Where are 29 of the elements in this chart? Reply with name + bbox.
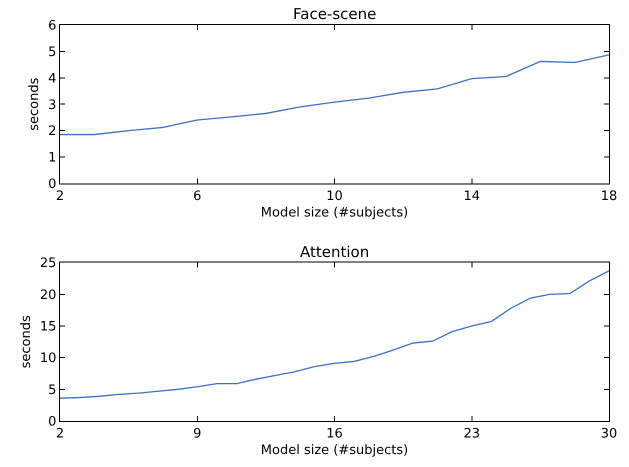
y-tick-label: 2 (48, 124, 56, 140)
x-tick-label: 10 (326, 189, 343, 204)
x-axis-title: Model size (#subjects) (260, 206, 408, 221)
y-tick-label: 0 (48, 176, 56, 192)
chart-title: Attention (300, 243, 370, 261)
x-tick-label: 16 (326, 426, 343, 442)
x-tick-label: 23 (463, 426, 480, 442)
y-tick-label: 5 (48, 44, 56, 60)
y-tick-label: 20 (40, 288, 56, 303)
line-series (60, 54, 609, 136)
x-tick-label: 6 (193, 189, 202, 204)
y-tick-label: 25 (40, 256, 56, 272)
y-tick-label: 3 (48, 98, 56, 113)
y-tick-label: 4 (48, 71, 56, 86)
y-tick-label: 0 (48, 414, 56, 430)
x-axis-title: Model size (#subjects) (260, 443, 408, 458)
y-tick-label: 10 (40, 351, 56, 366)
y-tick-label: 5 (48, 382, 56, 398)
y-axis-title: seconds (18, 315, 34, 368)
y-tick-label: 1 (48, 150, 56, 166)
y-axis-title: seconds (27, 77, 42, 131)
y-tick-label: 6 (48, 18, 56, 34)
y-tick-label: 15 (40, 320, 56, 335)
x-tick-label: 18 (600, 189, 618, 204)
chart-title: Face-scene (293, 5, 376, 23)
x-tick-label: 9 (193, 426, 202, 442)
x-tick-label: 14 (463, 189, 480, 204)
x-tick-label: 30 (600, 426, 618, 442)
line-series (60, 270, 609, 399)
